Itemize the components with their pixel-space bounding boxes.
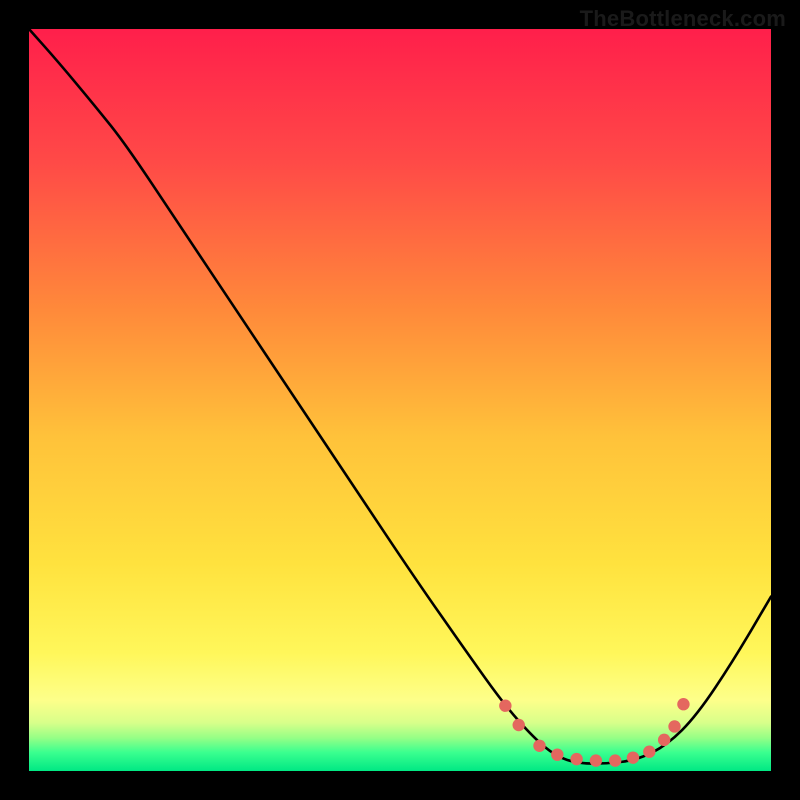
optimal-range-dot xyxy=(533,740,545,752)
watermark-text: TheBottleneck.com xyxy=(580,6,786,32)
optimal-range-dot xyxy=(590,754,602,766)
gradient-background xyxy=(29,29,771,771)
optimal-range-dot xyxy=(513,719,525,731)
optimal-range-dot xyxy=(668,720,680,732)
optimal-range-dot xyxy=(658,734,670,746)
plot-area xyxy=(29,29,771,771)
optimal-range-dot xyxy=(627,751,639,763)
optimal-range-dot xyxy=(570,753,582,765)
optimal-range-dot xyxy=(643,746,655,758)
optimal-range-dot xyxy=(499,700,511,712)
optimal-range-dot xyxy=(677,698,689,710)
chart-svg xyxy=(29,29,771,771)
optimal-range-dot xyxy=(551,748,563,760)
optimal-range-dot xyxy=(609,754,621,766)
